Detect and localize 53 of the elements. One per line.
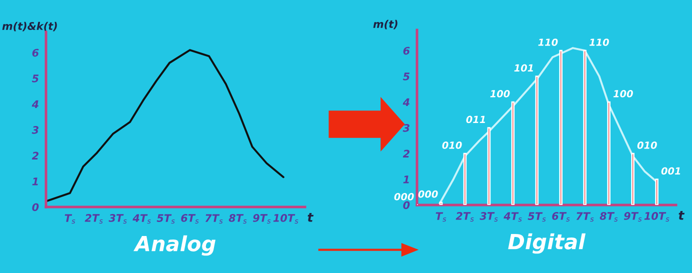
y-tick-label: 5 — [32, 74, 39, 82]
x-tick-label: 10T$_{s}$ — [273, 214, 298, 224]
x-tick-label: 3T$_{s}$ — [480, 212, 498, 222]
annotation: 100 — [613, 90, 633, 98]
y-tick-label: 2 — [32, 152, 38, 160]
x-tick-label: 5T$_{s}$ — [156, 214, 175, 224]
x-tick-label: 4T$_{s}$ — [132, 214, 151, 224]
x-axis-title: t — [308, 212, 314, 222]
annotation: 010 — [442, 142, 462, 149]
x-tick-label: 4T$_{s}$ — [504, 212, 522, 222]
x-tick-label: 6T$_{s}$ — [181, 214, 199, 224]
y-tick-label: 6 — [32, 48, 39, 57]
y-axis-title: m(t) — [373, 20, 398, 30]
x-tick-label: 7T$_{s}$ — [576, 212, 594, 222]
y-tick-label: 5 — [402, 72, 410, 80]
annotation: 000 — [394, 192, 414, 200]
y-tick-label: 6 — [403, 46, 410, 55]
y-tick-label: 1 — [403, 176, 409, 184]
annotation: 010 — [637, 142, 657, 149]
x-tick-label: 3T$_{s}$ — [108, 214, 127, 224]
y-axis-title: m(t)&k(t) — [2, 22, 57, 32]
annotation: 110 — [589, 38, 609, 46]
annotation: 100 — [490, 90, 510, 98]
line-series — [46, 49, 284, 202]
y-tick-label: 4 — [32, 100, 38, 108]
x-tick-label: 9T$_{s}$ — [252, 214, 271, 224]
text: Digital — [508, 233, 586, 254]
x-tick-label: 2T$_{s}$ — [456, 212, 474, 222]
y-tick-label: 3 — [402, 124, 410, 132]
line-series — [438, 47, 658, 205]
x-tick-label: 9T$_{s}$ — [624, 212, 642, 222]
y-tick-label: 0 — [403, 201, 410, 210]
annotation: 110 — [538, 38, 558, 46]
text: Analog — [133, 235, 216, 256]
x-tick-label: 7T$_{s}$ — [205, 214, 223, 224]
x-tick-label: 8T$_{s}$ — [228, 214, 247, 224]
y-tick-label: 4 — [402, 98, 410, 106]
x-tick-label: T$_{s}$ — [436, 212, 446, 222]
y-tick-label: 2 — [402, 150, 410, 158]
x-tick-label: 8T$_{s}$ — [600, 212, 618, 222]
x-tick-label: T$_{s}$ — [64, 214, 76, 224]
annotation: 101 — [514, 64, 533, 72]
annotation: 001 — [661, 167, 680, 175]
y-tick-label: 1 — [32, 178, 38, 186]
y-tick-label: 3 — [32, 126, 38, 134]
x-tick-label: 10T$_{s}$ — [644, 212, 670, 222]
y-tick-label: 0 — [32, 203, 39, 212]
x-axis-title: t — [678, 210, 685, 220]
x-tick-label: 5T$_{s}$ — [528, 212, 546, 222]
annotation: 011 — [466, 116, 486, 124]
x-tick-label: 2T$_{s}$ — [84, 214, 103, 224]
annotation: 000 — [418, 190, 438, 198]
x-tick-label: 6T$_{s}$ — [552, 212, 570, 222]
